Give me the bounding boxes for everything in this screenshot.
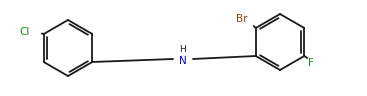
- Text: N: N: [179, 56, 187, 66]
- Text: Br: Br: [236, 14, 248, 24]
- Text: F: F: [308, 58, 314, 68]
- Text: Cl: Cl: [19, 27, 30, 37]
- Text: H: H: [179, 45, 186, 54]
